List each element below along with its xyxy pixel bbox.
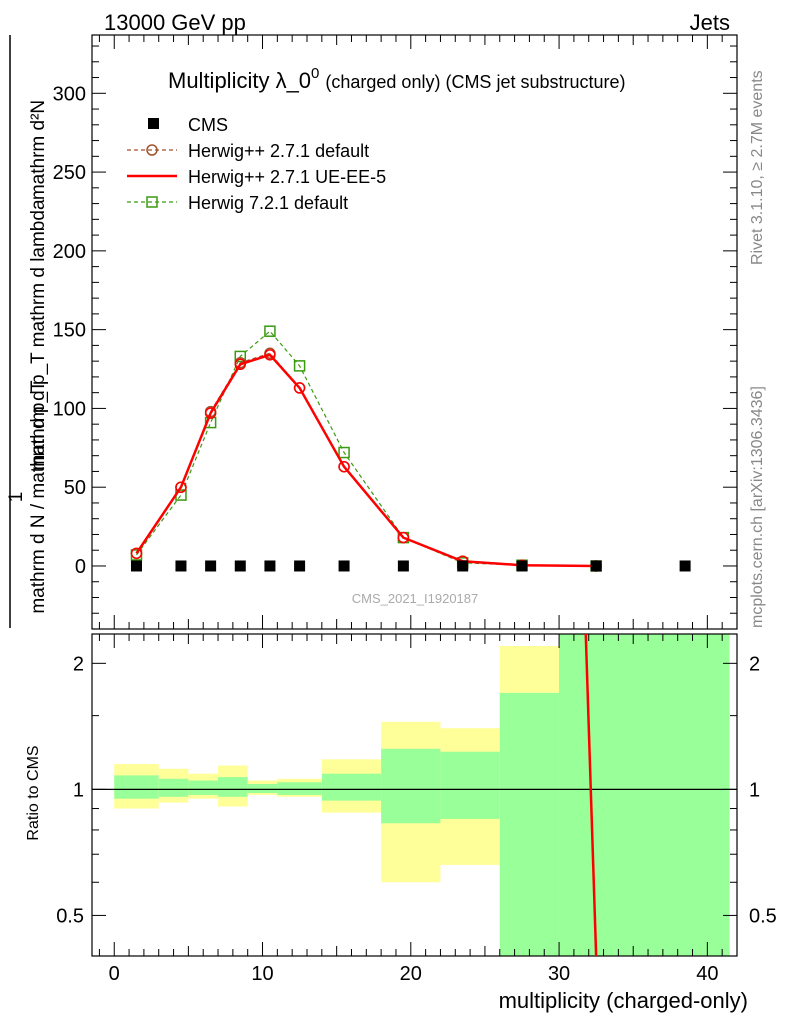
herwig7-point [234, 350, 247, 363]
cms-data-point [234, 560, 246, 572]
header-left: 13000 GeV pp [104, 10, 246, 35]
x-tick-label: 20 [400, 963, 422, 985]
plot-title-suffix: (charged only) (CMS jet substructure) [325, 72, 625, 92]
herwig-ueee5-point [130, 547, 143, 560]
herwig-ueee5-line [135, 353, 597, 568]
herwig7-point [338, 446, 350, 459]
rivet-version-text: Rivet 3.1.10, ≥ 2.7M events [749, 70, 766, 265]
ratio-plot-ticks: 0.5 0.51 12 20 10 20 30 40 [56, 634, 777, 985]
x-tick-label: 40 [696, 963, 718, 985]
ratio-y-tick-label: 2 [73, 653, 84, 675]
herwig-ueee5-point [175, 481, 187, 493]
plot-title-superscript: 0 [311, 65, 319, 82]
y-label-normalisation: mathrm d N / mathrm d p_T [28, 380, 49, 614]
cms-data-point [264, 560, 276, 572]
cms-data-point [205, 560, 217, 572]
y-tick-label: 300 [53, 83, 86, 105]
ratio-plot-data [92, 633, 737, 957]
y-label-numerator: mathrm d²N [28, 100, 49, 200]
cms-data-point [175, 560, 187, 572]
ratio-uncertainty-bands [114, 634, 730, 956]
main-plot-frame [91, 34, 738, 630]
herwig7-line [136, 330, 597, 567]
herwig-ueee5-point [204, 407, 217, 419]
ratio-band-inner [499, 692, 560, 956]
x-axis-label: multiplicity (charged-only) [499, 988, 748, 1013]
y-tick-label: 50 [64, 477, 86, 499]
herwig-ueee5-point [264, 349, 276, 361]
legend-herwig7-marker [146, 196, 158, 208]
cms-data-point [457, 560, 469, 572]
main-y-axis-label: 1 mathrm d²N mathrm d p_T mathrm d lambd… [6, 35, 49, 628]
herwig-ueee5-point [338, 460, 350, 473]
plot-title-main: Multiplicity λ_0 [168, 68, 311, 93]
herwig-ueee5-point [234, 358, 247, 371]
herwig-ueee5-point [397, 531, 410, 544]
ratio-y-tick-label: 1 [73, 779, 84, 801]
legend-herwig7-label: Herwig 7.2.1 default [188, 193, 348, 213]
ratio-band-inner [114, 775, 159, 799]
ratio-band-inner [158, 778, 189, 797]
ratio-y-tick-label-right: 2 [749, 653, 760, 675]
cms-data-point [397, 560, 409, 572]
ratio-band-inner [218, 777, 248, 797]
herwig7-point [264, 325, 276, 337]
ratio-y-tick-label-right: 0.5 [749, 905, 777, 927]
mcplots-reference-text: mcplots.cern.ch [arXiv:1306.3436] [749, 386, 766, 628]
y-label-denominator: mathrm d p_T mathrm d lambda [28, 199, 49, 470]
header-right: Jets [690, 10, 730, 35]
ratio-y-label: Ratio to CMS [25, 745, 42, 840]
legend-cms-label: CMS [188, 115, 228, 135]
plot-title: Multiplicity λ_00 (charged only) (CMS jet… [168, 65, 626, 93]
ratio-plot-frame [91, 633, 738, 957]
legend: CMS Herwig++ 2.7.1 default Herwig++ 2.7.… [127, 115, 386, 213]
y-tick-label: 0 [75, 556, 86, 578]
legend-herwig-default-marker [146, 144, 158, 156]
ratio-band-inner [440, 751, 500, 819]
cms-data-point [516, 560, 528, 572]
ratio-band-inner [277, 782, 322, 795]
ratio-band-inner [188, 780, 219, 795]
x-tick-label: 0 [109, 963, 120, 985]
ratio-y-tick-label-right: 1 [749, 779, 760, 801]
cms-data-point [338, 560, 350, 572]
main-plot-data [130, 325, 691, 572]
cms-data-point [130, 560, 142, 572]
cms-data-point [679, 560, 691, 572]
main-plot-ticks: 0 50 100 150 200 250 300 [53, 35, 737, 629]
herwig7-point [293, 360, 306, 372]
herwig-default-line [135, 352, 597, 567]
y-tick-label: 200 [53, 241, 86, 263]
x-tick-label: 30 [548, 963, 570, 985]
y-tick-label: 250 [53, 162, 86, 184]
ratio-herwig-ueee5-line [584, 633, 598, 957]
herwig-ueee5-point [293, 382, 306, 394]
ratio-y-tick-label: 0.5 [56, 905, 84, 927]
ratio-band-inner [559, 634, 730, 956]
analysis-tag: CMS_2021_I1920187 [352, 591, 479, 606]
legend-herwig-ueee5-label: Herwig++ 2.7.1 UE-EE-5 [188, 167, 386, 187]
y-tick-label: 100 [53, 398, 86, 420]
x-tick-label: 10 [251, 963, 273, 985]
ratio-band-inner [321, 773, 382, 801]
cms-data-point [590, 560, 602, 572]
y-tick-label: 150 [53, 320, 86, 342]
cms-data-point [294, 560, 306, 572]
ratio-band-inner [247, 783, 278, 794]
legend-herwig-default-label: Herwig++ 2.7.1 default [188, 141, 369, 161]
legend-cms-marker [148, 118, 159, 129]
ratio-band-inner [381, 748, 441, 824]
y-label-numerator-one: 1 [6, 492, 27, 503]
